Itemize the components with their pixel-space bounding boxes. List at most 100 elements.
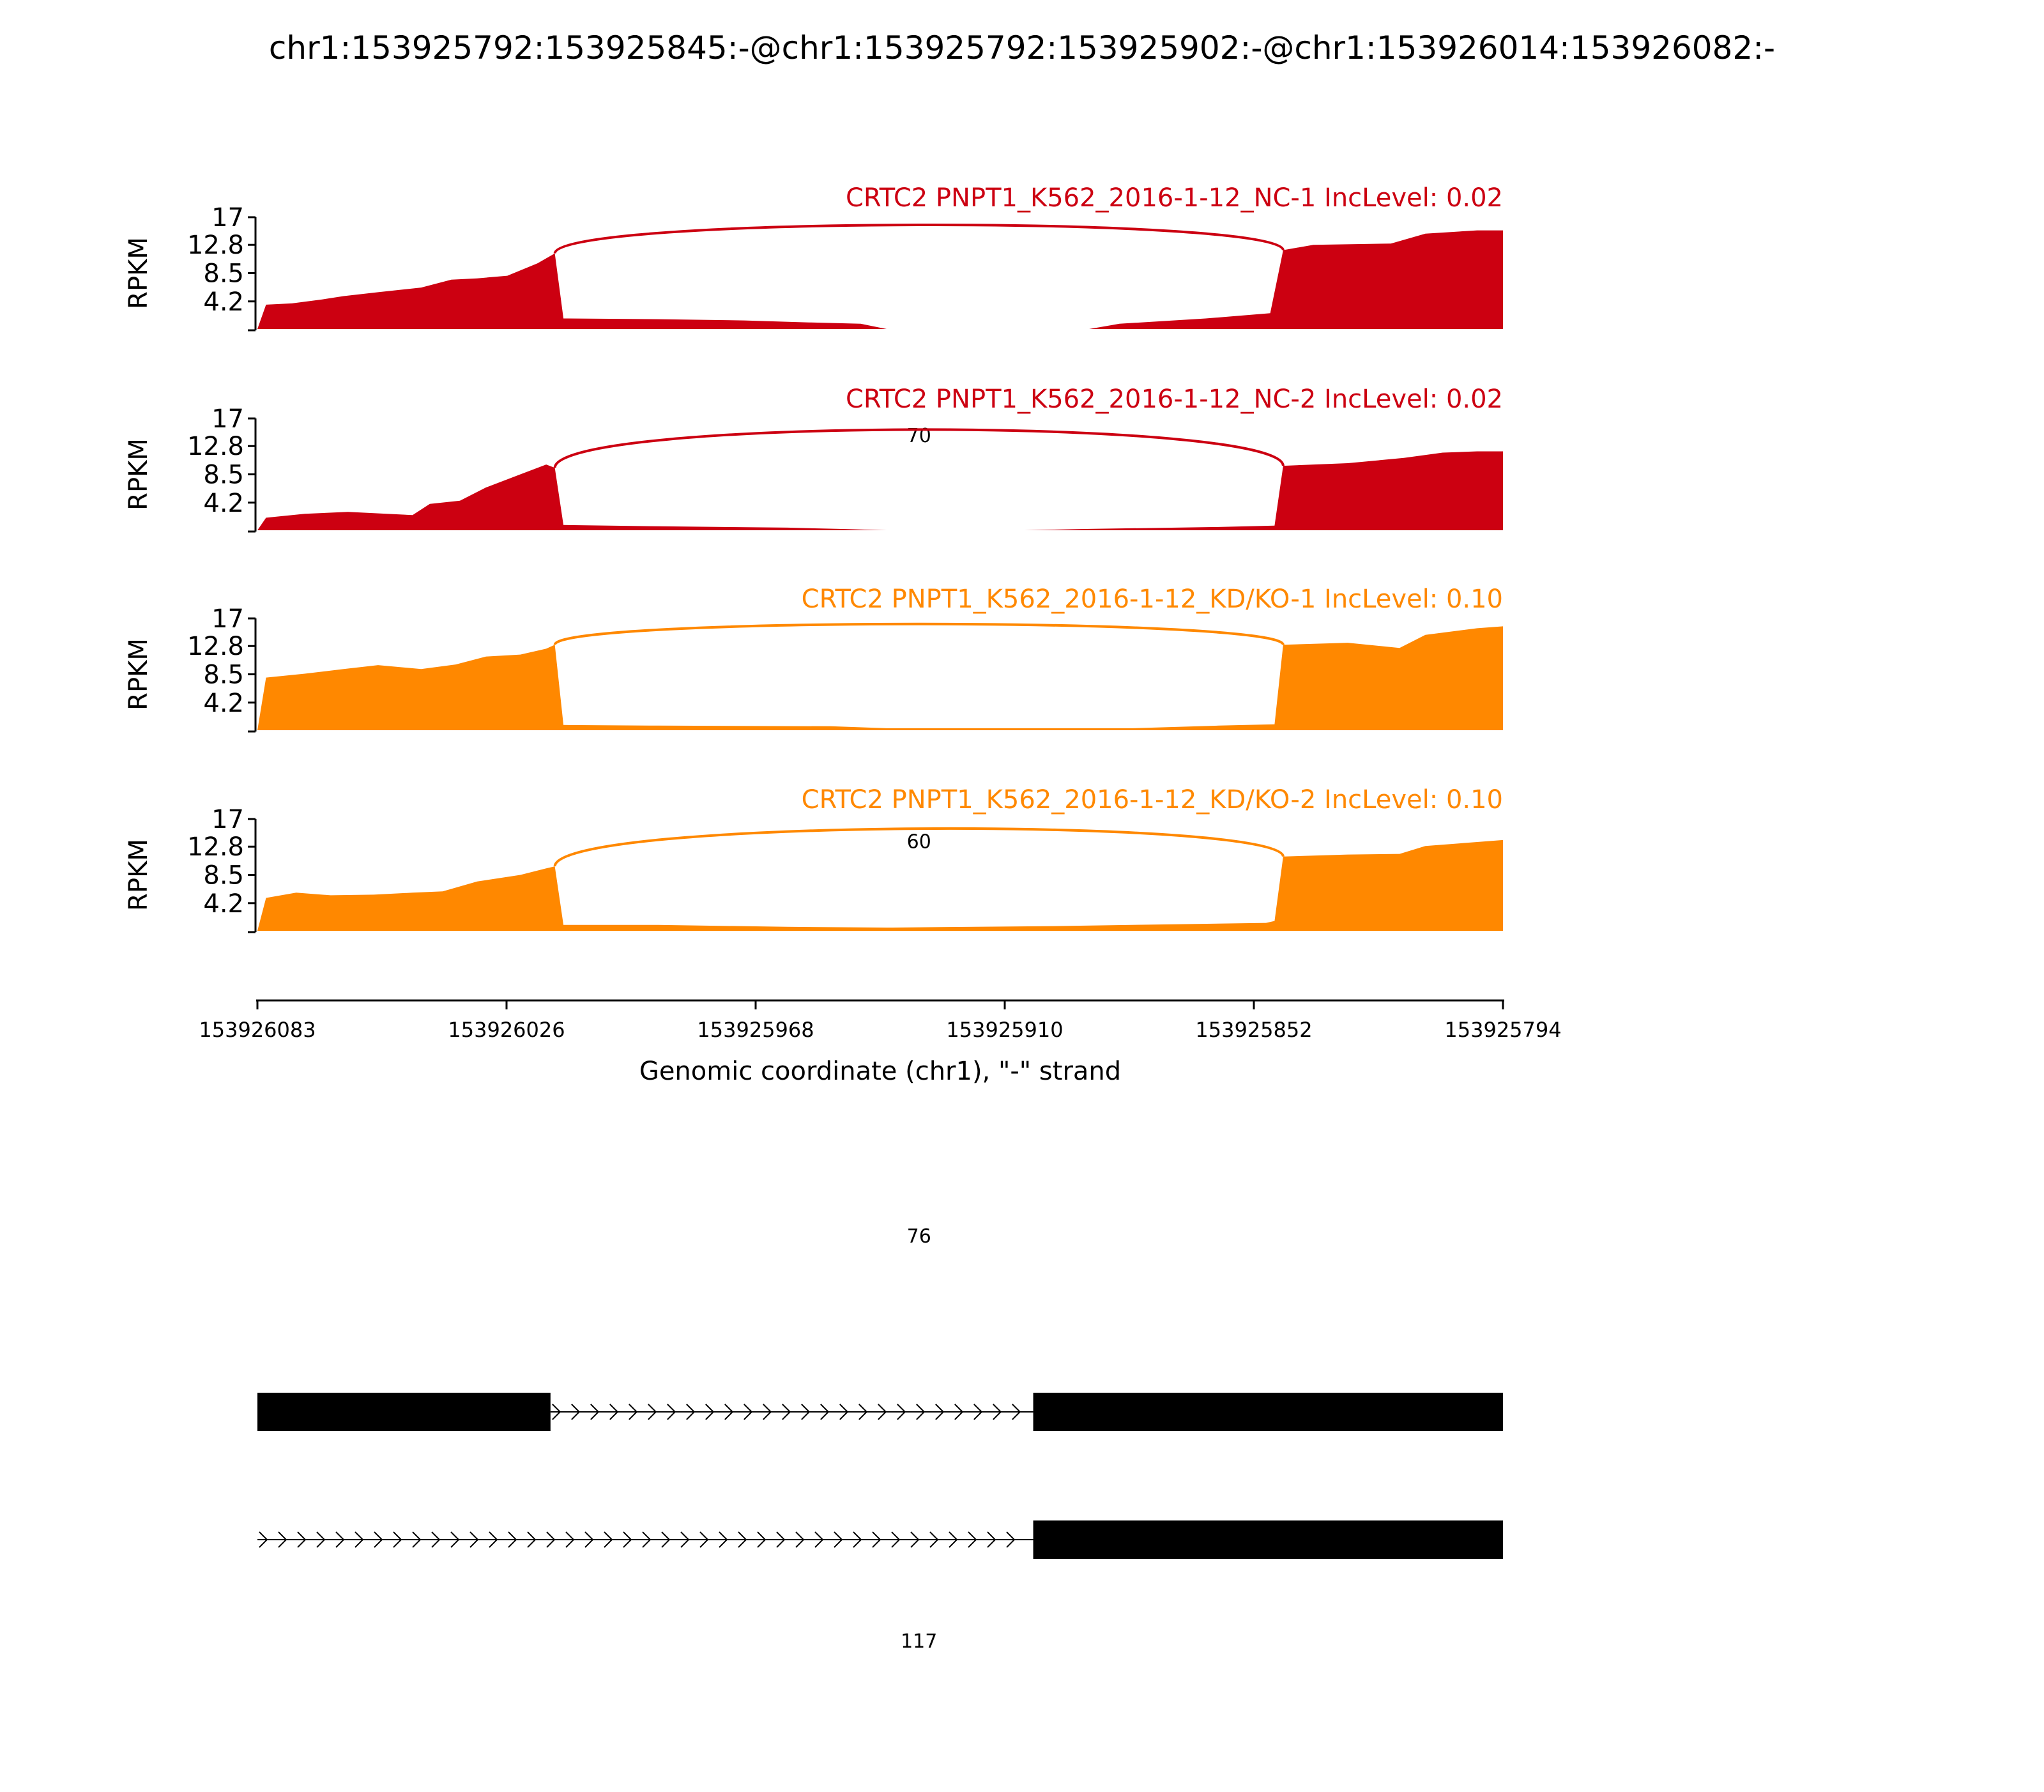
track-2: 60 CRTC2 PNPT1_K562_2016-1-12_NC-2 IncLev… xyxy=(124,385,1503,853)
y-tick-label: 12.8 xyxy=(187,632,244,661)
y-axis-label: RPKM xyxy=(124,237,153,309)
strand-arrow xyxy=(916,1404,926,1420)
strand-arrow xyxy=(776,1531,786,1548)
strand-arrow xyxy=(782,1404,791,1420)
strand-arrow xyxy=(584,1531,594,1548)
strand-arrow xyxy=(987,1531,996,1548)
x-axis-label: Genomic coordinate (chr1), "-" strand xyxy=(639,1057,1121,1086)
strand-arrow xyxy=(699,1531,709,1548)
track-3: 76 CRTC2 PNPT1_K562_2016-1-12_KD/KO-1 Inc… xyxy=(124,585,1503,1248)
strand-arrow xyxy=(316,1531,326,1548)
x-tick-label: 153925910 xyxy=(946,1018,1063,1042)
strand-arrow xyxy=(705,1404,715,1420)
junction-arc xyxy=(553,622,1285,646)
strand-arrow xyxy=(623,1531,632,1548)
junction-arc xyxy=(553,827,1285,867)
strand-arrow xyxy=(642,1531,652,1548)
track-title: CRTC2 PNPT1_K562_2016-1-12_NC-1 IncLevel… xyxy=(846,183,1503,213)
strand-arrow xyxy=(973,1404,983,1420)
strand-arrow xyxy=(738,1531,747,1548)
strand-arrow xyxy=(686,1404,696,1420)
y-tick-label: 17 xyxy=(211,805,244,834)
y-tick-label: 17 xyxy=(211,604,244,634)
strand-arrow xyxy=(335,1531,345,1548)
strand-arrow xyxy=(355,1531,364,1548)
strand-arrow xyxy=(897,1404,906,1420)
exon-block xyxy=(1033,1520,1503,1559)
strand-arrow xyxy=(993,1404,1002,1420)
strand-arrow xyxy=(763,1404,772,1420)
strand-arrow xyxy=(609,1404,619,1420)
junction-label-bg xyxy=(883,1227,954,1246)
coverage-area xyxy=(257,451,1503,530)
x-tick-label: 153926083 xyxy=(199,1018,316,1042)
strand-arrow xyxy=(820,1404,830,1420)
strand-arrow xyxy=(661,1531,671,1548)
x-axis: Genomic coordinate (chr1), "-" strand 15… xyxy=(199,999,1562,1086)
y-tick-label: 8.5 xyxy=(203,461,244,490)
strand-arrow xyxy=(297,1531,307,1548)
transcript-2 xyxy=(257,1520,1503,1559)
y-tick-label: 4.2 xyxy=(203,689,244,718)
strand-arrow xyxy=(878,1404,887,1420)
y-tick-label: 12.8 xyxy=(187,231,244,260)
track-title: CRTC2 PNPT1_K562_2016-1-12_KD/KO-1 IncLe… xyxy=(802,585,1503,614)
strand-arrow xyxy=(393,1531,402,1548)
exon-block xyxy=(257,1393,551,1431)
strand-arrow xyxy=(527,1531,537,1548)
coverage-area xyxy=(257,230,1503,329)
strand-arrow xyxy=(795,1531,805,1548)
y-tick-label: 17 xyxy=(211,404,244,434)
junction-count: 117 xyxy=(901,1630,937,1653)
y-tick-label: 8.5 xyxy=(203,661,244,690)
strand-arrow xyxy=(891,1531,901,1548)
strand-arrow xyxy=(834,1531,843,1548)
strand-arrow xyxy=(954,1404,964,1420)
y-tick-label: 4.2 xyxy=(203,489,244,518)
strand-arrow xyxy=(412,1531,422,1548)
junction-count: 76 xyxy=(907,1225,931,1248)
strand-arrow xyxy=(858,1404,868,1420)
track-title: CRTC2 PNPT1_K562_2016-1-12_KD/KO-2 IncLe… xyxy=(802,785,1503,815)
junction-label-bg xyxy=(883,1632,954,1652)
junction-count: 70 xyxy=(907,425,931,447)
y-tick-label: 12.8 xyxy=(187,832,244,862)
strand-arrow xyxy=(757,1531,766,1548)
strand-arrow xyxy=(374,1531,383,1548)
coverage-area xyxy=(257,839,1503,931)
y-axis-label: RPKM xyxy=(124,839,153,911)
strand-arrow xyxy=(910,1531,920,1548)
exon-block xyxy=(1033,1393,1503,1431)
x-tick-label: 153925794 xyxy=(1444,1018,1561,1042)
strand-arrow xyxy=(278,1531,287,1548)
strand-arrow xyxy=(590,1404,600,1420)
x-tick-label: 153925968 xyxy=(697,1018,814,1042)
track-4: 117 CRTC2 PNPT1_K562_2016-1-12_KD/KO-2 In… xyxy=(124,785,1503,1653)
transcript-models xyxy=(257,1393,1503,1559)
y-tick-label: 4.2 xyxy=(203,889,244,919)
strand-arrow xyxy=(552,1404,561,1420)
strand-arrow xyxy=(450,1531,460,1548)
track-title: CRTC2 PNPT1_K562_2016-1-12_NC-2 IncLevel… xyxy=(846,385,1503,414)
strand-arrow xyxy=(724,1404,734,1420)
figure-title: chr1:153925792:153925845:-@chr1:15392579… xyxy=(269,29,1775,66)
track-1: 70 CRTC2 PNPT1_K562_2016-1-12_NC-1 IncLev… xyxy=(124,183,1503,447)
strand-arrow xyxy=(571,1404,581,1420)
strand-arrow xyxy=(929,1531,939,1548)
strand-arrow xyxy=(949,1531,958,1548)
junction-count: 60 xyxy=(907,831,931,853)
strand-arrow xyxy=(801,1404,811,1420)
strand-arrow xyxy=(469,1531,479,1548)
y-axis-label: RPKM xyxy=(124,638,153,710)
strand-arrow xyxy=(667,1404,676,1420)
strand-arrow xyxy=(744,1404,753,1420)
strand-arrow xyxy=(935,1404,945,1420)
strand-arrow xyxy=(629,1404,638,1420)
strand-arrow xyxy=(1006,1531,1016,1548)
strand-arrow xyxy=(814,1531,824,1548)
strand-arrow xyxy=(546,1531,556,1548)
y-axis-label: RPKM xyxy=(124,438,153,510)
strand-arrow xyxy=(508,1531,517,1548)
strand-arrow xyxy=(1012,1404,1021,1420)
junction-arc xyxy=(553,224,1285,254)
